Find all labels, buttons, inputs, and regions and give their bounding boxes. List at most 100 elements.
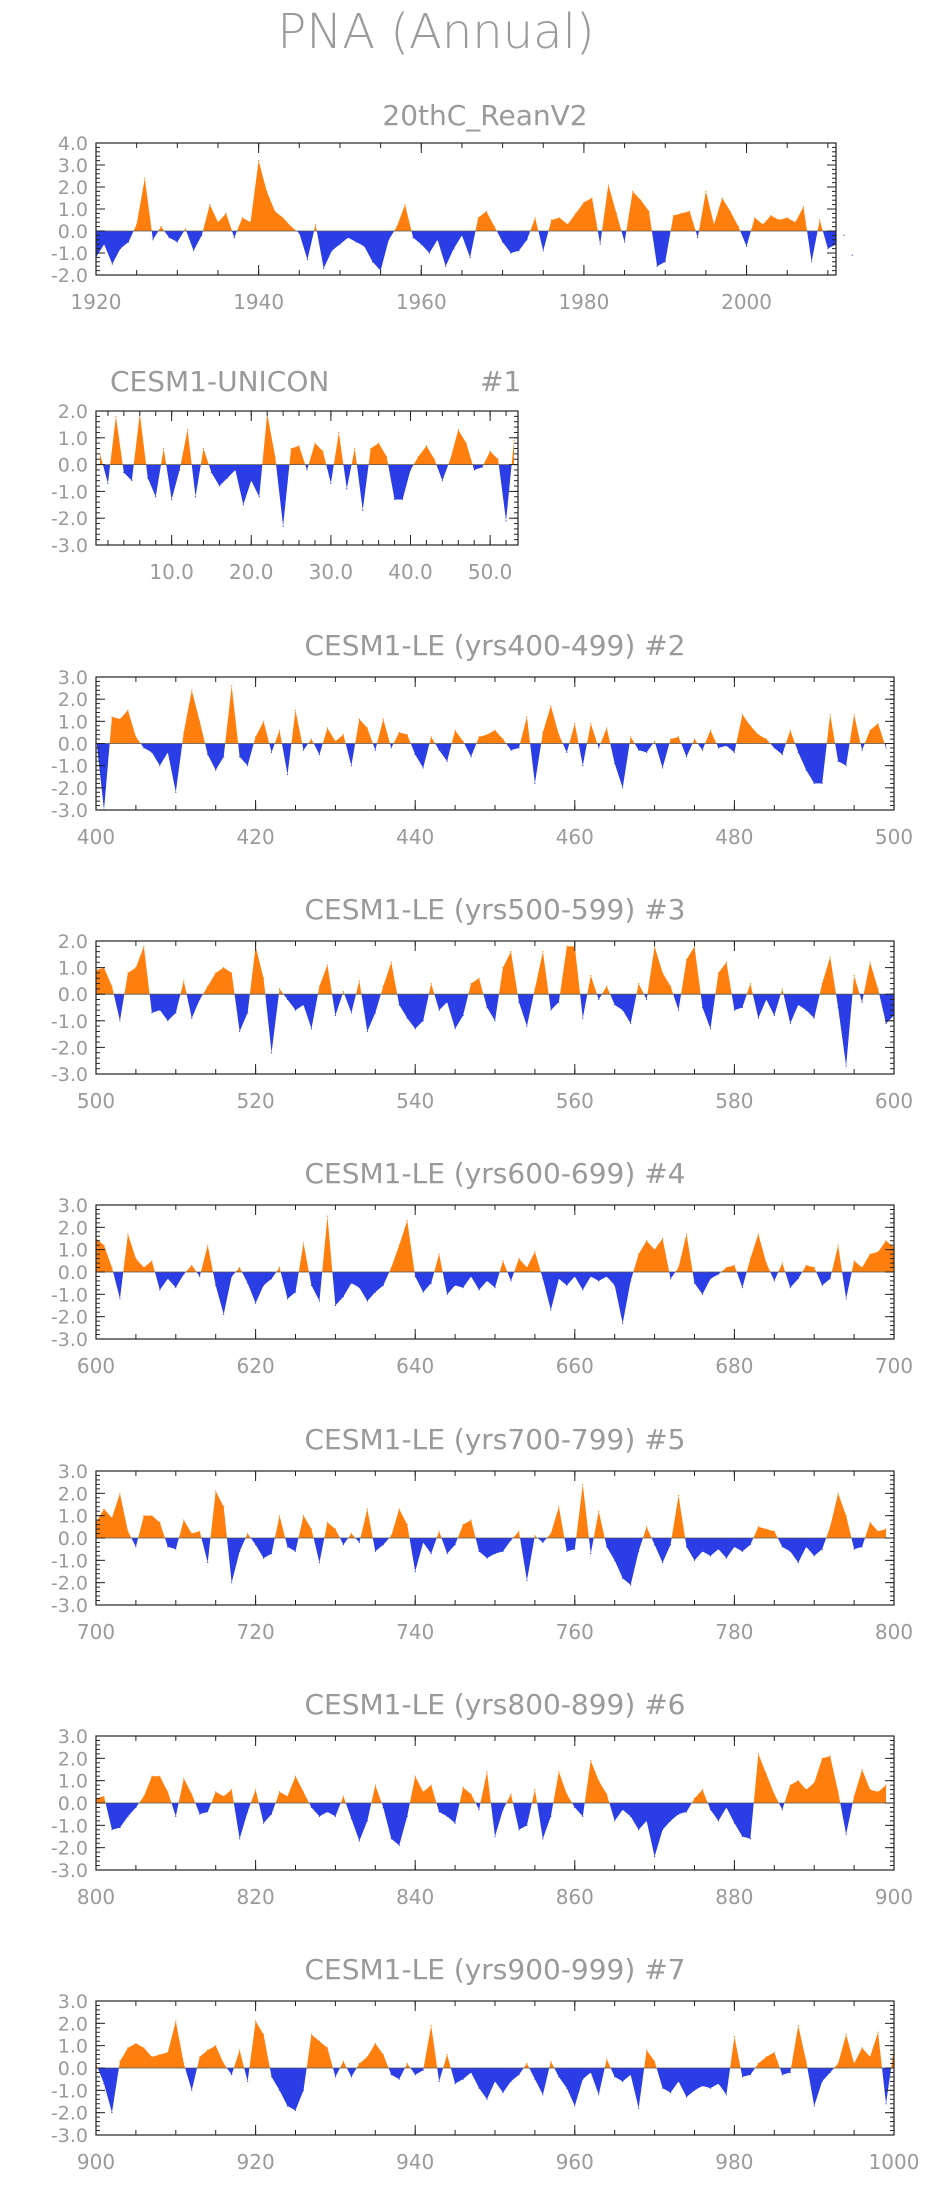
data-point	[318, 1300, 321, 1302]
data-point	[465, 442, 467, 444]
y-tick-label: -1.0	[51, 1011, 88, 1033]
data-point	[258, 160, 260, 162]
data-point	[446, 1553, 448, 1555]
data-point	[218, 485, 221, 487]
data-point	[445, 265, 447, 267]
data-point	[199, 1813, 201, 1815]
y-tick-label: 1.0	[58, 1771, 88, 1793]
data-point	[417, 455, 420, 458]
data-point	[713, 223, 715, 225]
data-point	[558, 1506, 560, 1508]
data-point	[310, 2033, 313, 2036]
data-point	[199, 998, 201, 1001]
data-point	[330, 482, 332, 484]
data-point	[685, 756, 688, 758]
data-point	[590, 1275, 592, 1278]
x-tick-label: 600	[875, 1089, 913, 1113]
data-point	[151, 751, 153, 753]
data-point	[829, 956, 831, 958]
data-point	[773, 1014, 775, 1017]
data-point	[813, 1266, 815, 1269]
data-point	[334, 1304, 336, 1307]
data-point	[179, 469, 181, 471]
data-point	[286, 1795, 289, 1797]
x-tick-label: 1000	[869, 2150, 920, 2174]
x-tick-label: 30.0	[309, 560, 354, 584]
y-tick-label: 2.0	[58, 1217, 88, 1239]
data-point	[661, 2087, 664, 2089]
y-tick-label: 3.0	[58, 1461, 88, 1483]
data-point	[526, 1025, 528, 1027]
data-point	[453, 248, 455, 250]
data-point	[175, 1548, 177, 1550]
data-point	[119, 248, 121, 250]
data-point	[606, 985, 608, 987]
data-point	[350, 2076, 352, 2078]
data-point	[821, 1757, 823, 1759]
y-tick-label: 0.0	[58, 455, 88, 477]
data-point	[103, 2083, 105, 2085]
data-point	[749, 1838, 751, 1840]
data-point	[526, 716, 528, 718]
data-point	[406, 1815, 408, 1817]
data-point	[757, 1526, 759, 1528]
data-point	[270, 2076, 273, 2078]
data-point	[550, 1532, 552, 1535]
data-point	[143, 2047, 145, 2049]
data-point	[661, 1829, 664, 1831]
y-tick-label: 1.0	[58, 199, 88, 221]
data-point	[693, 945, 696, 947]
x-tick-label: 780	[715, 1620, 753, 1644]
data-point	[163, 447, 165, 450]
data-point	[630, 1022, 632, 1025]
data-point	[757, 1753, 759, 1755]
data-point	[338, 431, 340, 434]
x-tick-label: 420	[237, 825, 275, 849]
data-point	[632, 190, 634, 192]
data-point	[135, 1806, 137, 1809]
data-point	[622, 1009, 624, 1011]
data-point	[606, 1275, 608, 1278]
data-point	[494, 1553, 496, 1555]
y-tick-label: -1.0	[51, 2080, 88, 2102]
data-point	[398, 1244, 400, 1246]
data-point	[406, 2062, 408, 2065]
data-point	[318, 985, 321, 987]
data-point	[741, 1006, 743, 1009]
data-point	[502, 1260, 504, 1262]
data-point	[725, 1557, 728, 1559]
data-point	[374, 749, 376, 751]
data-point	[630, 736, 632, 738]
data-point	[143, 1266, 145, 1269]
data-point	[223, 1795, 225, 1797]
data-point	[638, 1829, 640, 1831]
data-point	[167, 1546, 169, 1548]
data-point	[853, 2062, 855, 2065]
x-tick-label: 20.0	[229, 560, 274, 584]
data-point	[152, 239, 154, 241]
data-point	[430, 1553, 432, 1555]
data-point	[542, 1838, 544, 1840]
data-point	[566, 751, 568, 753]
data-point	[827, 248, 829, 250]
data-point	[638, 2107, 640, 2109]
data-point	[362, 509, 364, 511]
data-point	[294, 2109, 297, 2112]
data-point	[550, 705, 552, 707]
data-point	[217, 221, 219, 223]
data-point	[207, 985, 209, 987]
data-point	[314, 442, 316, 444]
data-point	[390, 1535, 392, 1537]
data-point	[310, 738, 313, 740]
data-point	[390, 1838, 392, 1840]
area-series	[96, 1484, 887, 1585]
data-point	[781, 1809, 783, 1811]
y-tick-label: -3.0	[51, 1064, 88, 1086]
data-point	[358, 980, 360, 982]
data-point	[654, 945, 656, 947]
data-point	[194, 496, 197, 498]
data-point	[606, 1793, 608, 1795]
negative-area	[96, 1803, 887, 1857]
data-point	[837, 1492, 839, 1494]
data-point	[646, 751, 648, 753]
